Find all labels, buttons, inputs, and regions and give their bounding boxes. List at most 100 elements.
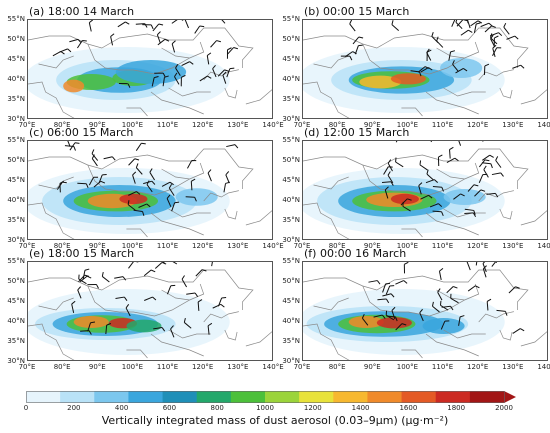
wind-barb (458, 315, 465, 326)
map-svg (303, 141, 547, 239)
colorbar-segment (333, 391, 368, 403)
wind-barb (475, 262, 479, 266)
lat-tick-label: 30°N (282, 357, 300, 365)
lon-tick-label: 90°E (363, 242, 381, 250)
wind-barb (373, 314, 386, 319)
border-line (203, 69, 239, 81)
wind-barb (440, 320, 450, 330)
wind-barb (486, 298, 492, 311)
wind-barb (381, 181, 394, 186)
lat-tick-label: 40°N (7, 75, 25, 83)
lat-tick-label: 40°N (282, 75, 300, 83)
wind-barb (66, 141, 71, 147)
border-line (245, 331, 272, 347)
border-line (126, 349, 148, 359)
wind-barb (432, 185, 444, 192)
lon-tick-label: 120°E (192, 121, 214, 129)
lon-tick-label: 120°E (467, 242, 489, 250)
wind-barb (420, 67, 433, 73)
wind-barb (226, 144, 239, 149)
lon-tick-label: 70°E (18, 121, 36, 129)
wind-barb (495, 156, 502, 168)
lat-tick-label: 50°N (282, 156, 300, 164)
dust-contour (348, 316, 384, 328)
wind-barb (431, 301, 440, 313)
map-frame (27, 261, 273, 361)
wind-barb (481, 162, 493, 169)
wind-barb (157, 38, 170, 46)
border-line (362, 162, 480, 196)
lon-tick-label: 80°E (53, 242, 71, 250)
map-frame (302, 261, 548, 361)
lon-tick-label: 90°E (88, 121, 106, 129)
wind-barb (87, 283, 99, 289)
wind-barb (184, 20, 190, 29)
wind-barb (512, 328, 525, 334)
wind-barb (181, 61, 194, 67)
wind-barb (482, 262, 487, 273)
border-line (161, 168, 190, 180)
wind-barb (87, 321, 96, 332)
wind-barb (361, 313, 369, 326)
border-line (150, 333, 204, 357)
lat-tick-label: 40°N (282, 317, 300, 325)
wind-barb (197, 299, 203, 311)
wind-barb (195, 269, 207, 277)
wind-barb (127, 200, 136, 211)
wind-barb (420, 194, 433, 200)
wind-barb (466, 20, 469, 24)
colorbar-tick-label: 400 (114, 404, 129, 412)
lon-tick-label: 130°E (227, 242, 249, 250)
wind-barb (218, 20, 226, 24)
lon-tick-label: 70°E (293, 121, 311, 129)
map-panel: (d) 12:00 15 March 55°N 50°N 45°N 40°N 35°N 30… (282, 126, 550, 250)
lat-tick-label: 50°N (7, 277, 25, 285)
wind-barb (449, 146, 454, 159)
colorbar-tick-label: 1800 (447, 404, 466, 412)
colorbar-tick-label: 0 (23, 404, 29, 412)
border-line (443, 208, 486, 218)
border-line (520, 210, 547, 226)
map-panel: (e) 18:00 15 March 55°N 50°N 45°N 40°N 35°N 30… (7, 247, 283, 371)
wind-barb (467, 184, 479, 192)
lat-tick-label: 55°N (7, 15, 25, 23)
panel-title: (e) 18:00 15 March (29, 247, 135, 260)
border-line (499, 87, 513, 99)
wind-barb (133, 209, 145, 216)
wind-barb (210, 40, 221, 48)
wind-barb (152, 23, 164, 32)
wind-barb (207, 322, 213, 335)
lon-tick-label: 90°E (88, 363, 106, 371)
border-line (303, 81, 350, 118)
border-line (520, 89, 547, 105)
lat-tick-label: 45°N (7, 176, 25, 184)
wind-barb (186, 292, 199, 297)
border-line (499, 329, 513, 341)
wind-barb (69, 142, 80, 151)
colorbar-segment (299, 391, 334, 403)
wind-barb (222, 71, 227, 84)
lat-tick-label: 55°N (282, 136, 300, 144)
colorbar-segment (162, 391, 198, 403)
border-line (87, 41, 205, 75)
wind-barb (128, 158, 140, 166)
colorbar-tick-label: 800 (210, 404, 224, 412)
lat-tick-label: 30°N (7, 357, 25, 365)
border-line (87, 162, 205, 196)
lon-tick-label: 70°E (18, 242, 36, 250)
wind-barb (437, 154, 443, 167)
border-line (520, 331, 547, 347)
wind-barb (125, 304, 131, 317)
dust-contour (390, 193, 419, 205)
wind-barb (223, 181, 230, 193)
colorbar-segment (196, 391, 232, 403)
border-line (161, 289, 190, 301)
lat-tick-label: 40°N (7, 317, 25, 325)
wind-barb (105, 323, 112, 335)
wind-barb (128, 262, 139, 269)
wind-barb (194, 25, 205, 34)
dust-contour (440, 58, 483, 78)
wind-barb (135, 142, 146, 151)
wind-barb (154, 262, 167, 269)
border-line (499, 208, 513, 220)
